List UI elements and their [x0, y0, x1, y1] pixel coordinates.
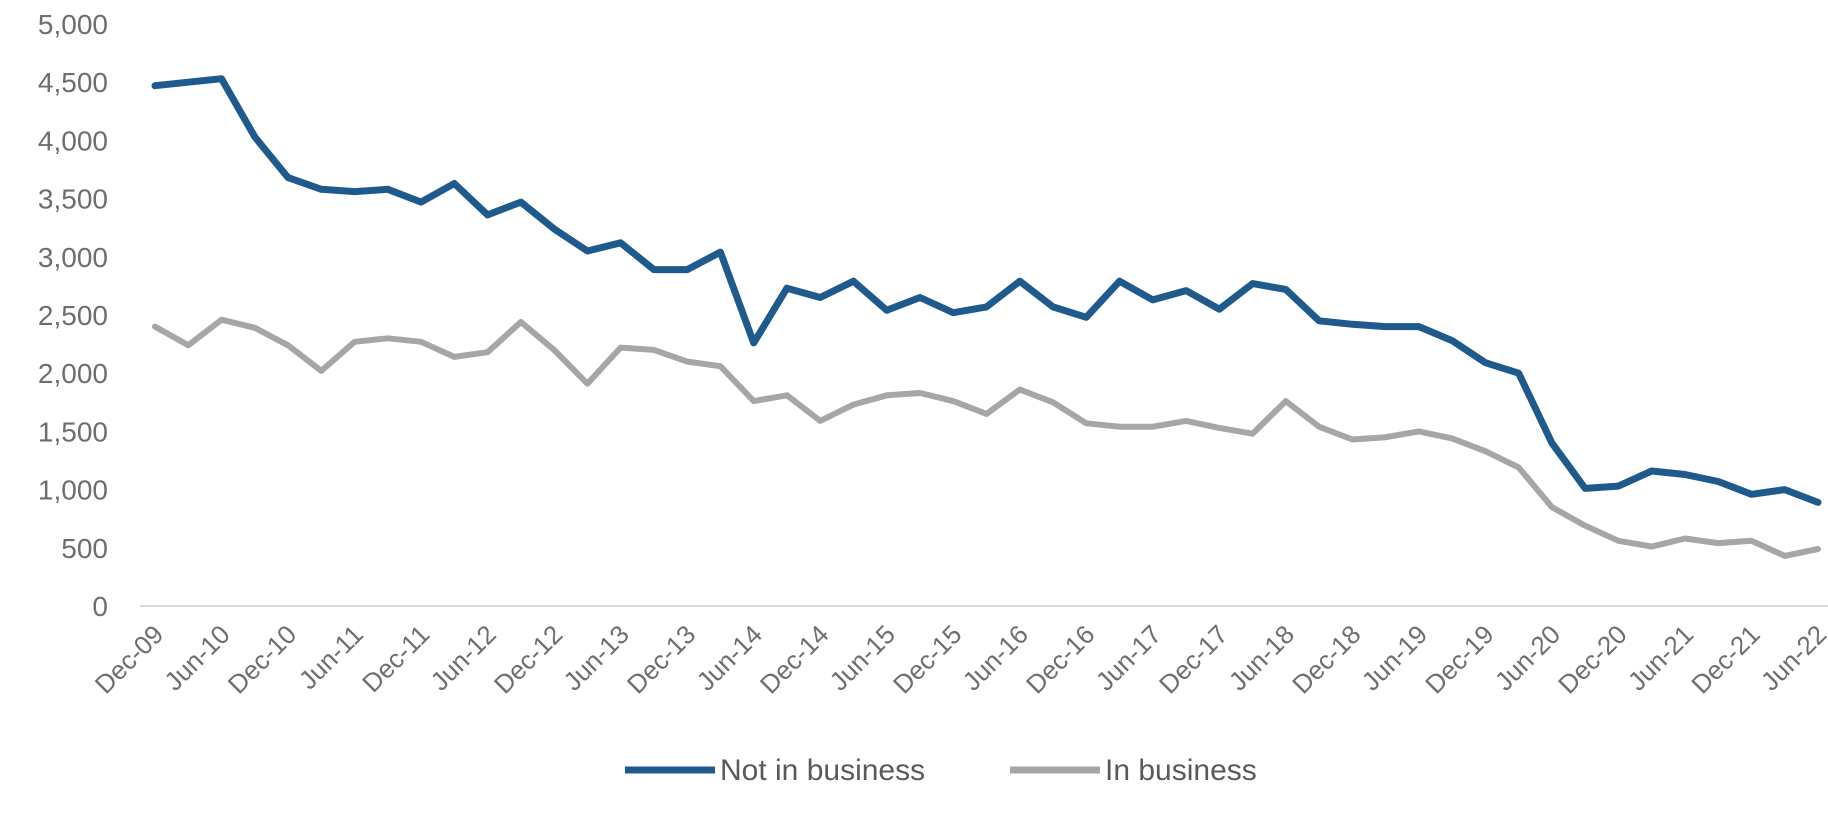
legend-label: Not in business: [720, 754, 925, 787]
x-tick-label: Jun-11: [293, 619, 369, 695]
series-line-not-in-business: [151, 75, 1822, 506]
x-tick-label: Dec-17: [1153, 619, 1233, 699]
x-tick-label: Jun-15: [824, 619, 901, 696]
x-tick-label: Jun-13: [557, 619, 634, 696]
x-tick-label: Jun-16: [957, 619, 1034, 696]
x-tick-label: Dec-10: [222, 619, 302, 699]
y-tick-label: 4,000: [38, 125, 108, 156]
x-tick-label: Dec-16: [1020, 619, 1100, 699]
x-tick-label: Jun-20: [1489, 619, 1566, 696]
x-tick-label: Jun-18: [1223, 619, 1300, 696]
x-tick-label: Dec-14: [754, 619, 834, 699]
x-tick-label: Dec-09: [89, 619, 169, 699]
x-tick-label: Dec-13: [621, 619, 701, 699]
x-tick-label: Dec-11: [356, 619, 435, 698]
y-tick-label: 2,000: [38, 358, 108, 389]
y-tick-label: 3,500: [38, 184, 108, 215]
y-tick-label: 3,000: [38, 242, 108, 273]
y-tick-label: 0: [92, 591, 108, 622]
x-tick-label: Jun-21: [1622, 619, 1699, 696]
x-tick-label: Dec-19: [1419, 619, 1499, 699]
legend: Not in business In business: [625, 754, 1257, 787]
x-tick-label: Jun-14: [690, 619, 767, 696]
x-tick-label: Dec-20: [1552, 619, 1632, 699]
series-line-in-business: [152, 316, 1821, 559]
series-lines: [151, 75, 1822, 559]
y-tick-label: 500: [61, 533, 108, 564]
x-tick-label: Dec-12: [488, 619, 568, 699]
x-tick-label: Dec-18: [1286, 619, 1366, 699]
y-tick-label: 5,000: [38, 9, 108, 40]
y-tick-label: 2,500: [38, 300, 108, 331]
y-tick-label: 4,500: [38, 67, 108, 98]
x-tick-label: Dec-15: [887, 619, 967, 699]
y-axis-ticks: 0 500 1,000 1,500 2,000 2,500 3,000 3,500 4,000 4…: [38, 9, 108, 622]
x-tick-label: Jun-19: [1356, 619, 1433, 696]
x-tick-label: Jun-17: [1090, 619, 1167, 696]
x-tick-label: Jun-10: [158, 619, 235, 696]
y-tick-label: 1,500: [38, 416, 108, 447]
x-tick-label: Dec-21: [1685, 619, 1765, 699]
x-axis-ticks: Dec-09Jun-10Dec-10Jun-11Dec-11Jun-12Dec-…: [89, 619, 1828, 699]
x-tick-label: Jun-22: [1755, 619, 1828, 696]
legend-label: In business: [1105, 754, 1257, 787]
x-tick-label: Jun-12: [424, 619, 501, 696]
y-tick-label: 1,000: [38, 475, 108, 506]
